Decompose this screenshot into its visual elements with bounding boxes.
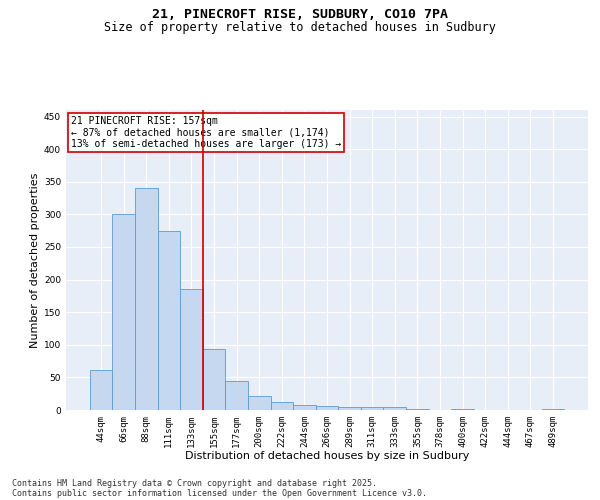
- Bar: [361, 408, 383, 410]
- Bar: [542, 408, 564, 410]
- Bar: [383, 406, 406, 410]
- Bar: [226, 380, 248, 410]
- Bar: [203, 350, 226, 410]
- Text: Contains HM Land Registry data © Crown copyright and database right 2025.: Contains HM Land Registry data © Crown c…: [12, 478, 377, 488]
- Bar: [180, 290, 203, 410]
- Bar: [271, 402, 293, 410]
- Y-axis label: Number of detached properties: Number of detached properties: [30, 172, 40, 348]
- Bar: [248, 396, 271, 410]
- Text: Contains public sector information licensed under the Open Government Licence v3: Contains public sector information licen…: [12, 488, 427, 498]
- Bar: [406, 408, 428, 410]
- Bar: [158, 230, 180, 410]
- Bar: [293, 406, 316, 410]
- Text: 21, PINECROFT RISE, SUDBURY, CO10 7PA: 21, PINECROFT RISE, SUDBURY, CO10 7PA: [152, 8, 448, 20]
- Bar: [135, 188, 158, 410]
- Bar: [338, 406, 361, 410]
- Bar: [451, 408, 474, 410]
- Text: Size of property relative to detached houses in Sudbury: Size of property relative to detached ho…: [104, 21, 496, 34]
- Bar: [112, 214, 135, 410]
- Bar: [90, 370, 112, 410]
- X-axis label: Distribution of detached houses by size in Sudbury: Distribution of detached houses by size …: [185, 452, 469, 462]
- Bar: [316, 406, 338, 410]
- Text: 21 PINECROFT RISE: 157sqm
← 87% of detached houses are smaller (1,174)
13% of se: 21 PINECROFT RISE: 157sqm ← 87% of detac…: [71, 116, 341, 149]
